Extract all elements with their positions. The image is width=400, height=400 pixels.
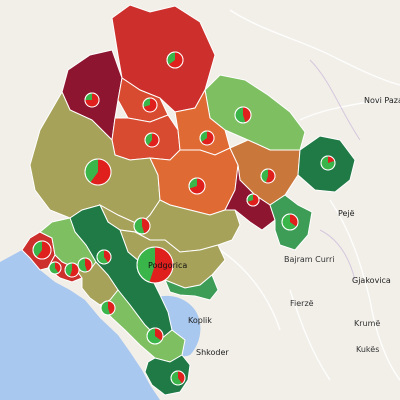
place-label-novi-pazar: Novi Pazar [364, 96, 400, 105]
pie-slice-red [85, 258, 93, 272]
pie-slice-red [178, 371, 185, 384]
place-label-fierze: Fierzë [290, 299, 314, 308]
pie-outline [260, 168, 276, 184]
pie-slice-red [247, 194, 259, 207]
pie-slice-red [69, 263, 79, 278]
pie-markers [32, 51, 336, 386]
pie-slice-red [147, 133, 159, 147]
pie-outline [96, 249, 112, 265]
place-label-peje: Pejë [338, 209, 355, 218]
pie-marker-ulcinj[interactable] [146, 327, 164, 345]
pie-outline [199, 130, 215, 146]
pie-slice-red [265, 168, 276, 184]
pie-outline [146, 327, 164, 345]
place-label-kukes: Kukës [356, 345, 379, 354]
pie-slice-red [328, 156, 335, 163]
pie-marker-budva[interactable] [77, 257, 93, 273]
pie-outline [234, 106, 252, 124]
pie-marker-rozaje[interactable] [320, 155, 336, 171]
pie-marker-kolasin[interactable] [188, 177, 206, 195]
pie-marker-tivat[interactable] [64, 262, 80, 278]
pie-outline [133, 217, 151, 235]
pie-slice-red [243, 107, 251, 123]
place-label-krume: Krumë [354, 319, 380, 328]
pie-slice-red [168, 52, 184, 68]
pie-marker-bijelo-polje[interactable] [234, 106, 252, 124]
place-label-koplik: Koplik [188, 316, 212, 325]
pie-marker-tuzi[interactable] [170, 370, 186, 386]
capital-label-podgorica: Podgorica [148, 261, 187, 270]
pie-marker-pluzine[interactable] [84, 92, 100, 108]
pie-marker-zabljak[interactable] [142, 97, 158, 113]
pie-outline [246, 193, 260, 207]
pie-marker-mojkovac[interactable] [199, 130, 215, 146]
pie-marker-herceg-novi[interactable] [32, 240, 52, 260]
pie-marker-danilovgrad[interactable] [133, 217, 151, 235]
pie-slice-red [201, 131, 214, 145]
pie-marker-pljevlja[interactable] [166, 51, 184, 69]
background-roads [219, 9, 400, 381]
adriatic-sea [0, 250, 160, 400]
pie-slice-red [108, 301, 116, 315]
pie-outline [84, 92, 100, 108]
pie-slice-red [104, 250, 111, 263]
pie-slice-red [90, 159, 112, 186]
pie-outline [281, 213, 299, 231]
pie-outline [170, 370, 186, 386]
pie-outline [77, 257, 93, 273]
region-bar[interactable] [99, 289, 186, 363]
place-labels: Novi Pazar Pejë Bajram Curri Gjakovica F… [188, 96, 400, 357]
pie-outline [142, 97, 158, 113]
pie-marker-plav[interactable] [281, 213, 299, 231]
pie-marker-andrijevica[interactable] [246, 193, 260, 207]
pie-marker-cetinje[interactable] [96, 249, 112, 265]
pie-slice-red [36, 241, 51, 260]
pie-outline [320, 155, 336, 171]
pie-slice-red [189, 178, 205, 194]
place-label-bajram-curri: Bajram Curri [284, 255, 334, 264]
pie-marker-podgorica[interactable] [136, 246, 174, 284]
pie-outline [32, 240, 52, 260]
pie-slice-red [142, 218, 151, 234]
pie-outline [188, 177, 206, 195]
pie-marker-kotor[interactable] [48, 261, 62, 275]
pie-marker-niksic[interactable] [84, 158, 112, 186]
pie-slice-red [143, 98, 158, 113]
pie-marker-savnik[interactable] [144, 132, 160, 148]
place-label-gjakovica: Gjakovica [352, 276, 391, 285]
pie-outline [64, 262, 80, 278]
pie-slice-red [149, 247, 173, 283]
pie-outline [166, 51, 184, 69]
pie-outline [136, 246, 174, 284]
place-label-shkoder: Shkoder [196, 348, 229, 357]
pie-outline [48, 261, 62, 275]
pie-outline [84, 158, 112, 186]
pie-outline [100, 300, 116, 316]
pie-slice-red [85, 93, 99, 107]
pie-outline [144, 132, 160, 148]
pie-marker-bar[interactable] [100, 300, 116, 316]
pie-marker-berane[interactable] [260, 168, 276, 184]
region-tuzi[interactable] [164, 274, 219, 301]
background-borders [309, 59, 361, 281]
